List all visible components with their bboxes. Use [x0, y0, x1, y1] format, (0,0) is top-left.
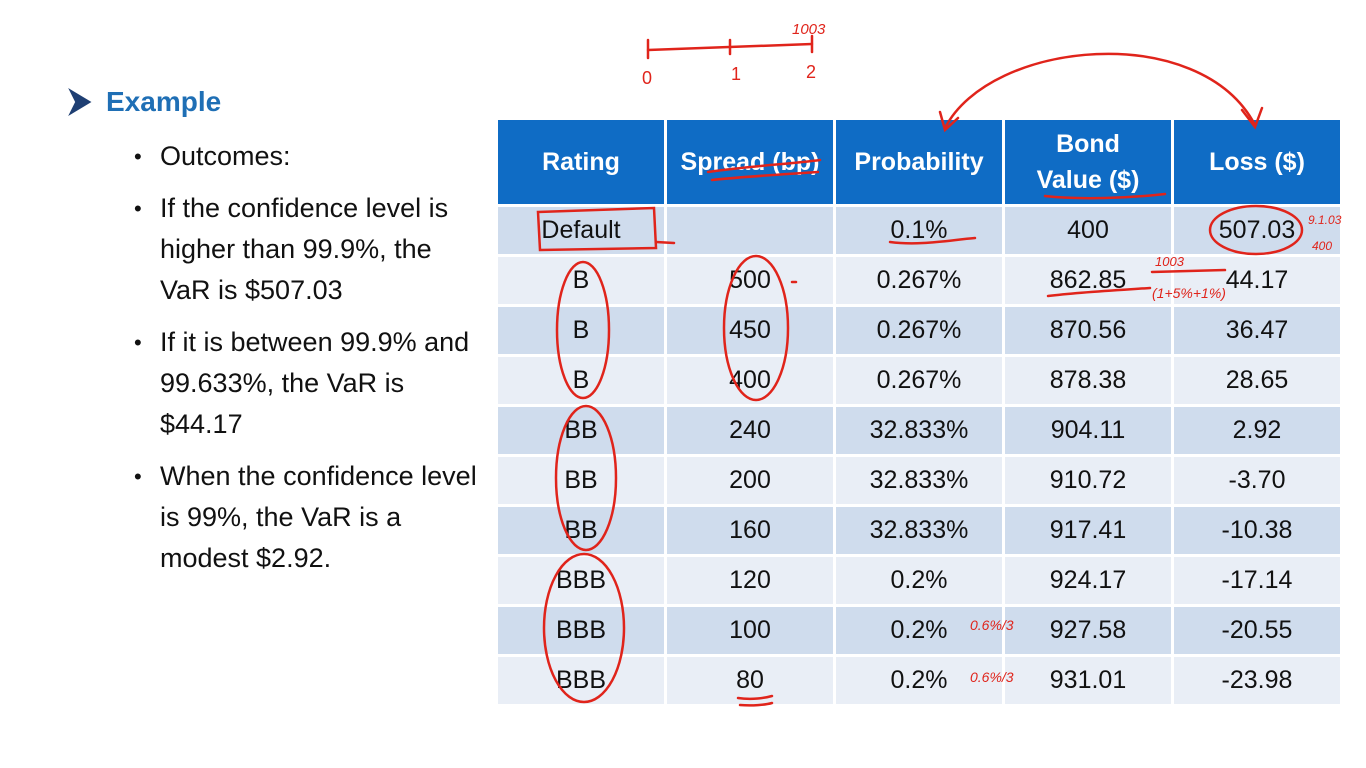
cell-spread: 240 [665, 404, 836, 456]
section-title: Example [106, 86, 222, 117]
cell-spread: 100 [665, 604, 836, 656]
bullet-list: Outcomes: If the confidence level is hig… [132, 136, 477, 590]
timeline-line [646, 42, 814, 52]
timeline-label: 0 [642, 68, 652, 88]
cell-probability: 0.2% [834, 554, 1005, 606]
cell-bond-value: 927.58 [1003, 604, 1174, 656]
cell-probability: 0.267% [834, 254, 1005, 306]
cell-spread: 400 [665, 354, 836, 406]
cell-rating: BBB [498, 604, 667, 656]
cell-bond-value: 917.41 [1003, 504, 1174, 556]
bullet-item: If the confidence level is higher than 9… [132, 188, 477, 311]
cell-loss: -3.70 [1172, 454, 1340, 506]
cell-spread: 500 [665, 254, 836, 306]
cell-loss: -20.55 [1172, 604, 1340, 656]
cell-probability: 0.2% [834, 654, 1005, 704]
connector-arc [943, 52, 1257, 130]
table-row: BBB 120 0.2% 924.17 -17.14 [498, 554, 1340, 606]
cell-rating: B [498, 304, 667, 356]
cell-rating: BB [498, 454, 667, 506]
cell-spread: 80 [665, 654, 836, 704]
cell-loss: 36.47 [1172, 304, 1340, 356]
table-row: BB 200 32.833% 910.72 -3.70 [498, 454, 1340, 506]
table-row: BB 240 32.833% 904.11 2.92 [498, 404, 1340, 456]
cell-loss: 507.03 [1172, 204, 1340, 256]
table-row: B 450 0.267% 870.56 36.47 [498, 304, 1340, 356]
cell-probability: 0.2% [834, 604, 1005, 656]
cell-loss: -17.14 [1172, 554, 1340, 606]
header-bond-value: Bond Value ($) [1003, 120, 1174, 206]
timeline-top-label: 1003 [792, 21, 826, 38]
cell-loss: -10.38 [1172, 504, 1340, 556]
cell-bond-value: 924.17 [1003, 554, 1174, 606]
table-header-row: Rating Spread (bp) Probability Bond Value… [498, 120, 1340, 206]
cell-rating: BBB [498, 554, 667, 606]
table-body: Default 0.1% 400 507.03 B 500 0.267% 862.85 44.1… [498, 204, 1340, 704]
cell-probability: 0.267% [834, 354, 1005, 406]
timeline-label: 2 [806, 62, 816, 82]
cell-rating: BB [498, 404, 667, 456]
arrow-bullet-icon [68, 88, 92, 116]
cell-spread: 160 [665, 504, 836, 556]
cell-spread: 120 [665, 554, 836, 606]
timeline-label: 1 [731, 64, 741, 84]
cell-bond-value: 870.56 [1003, 304, 1174, 356]
cell-rating: BB [498, 504, 667, 556]
header-spread: Spread (bp) [665, 120, 836, 206]
cell-probability: 0.267% [834, 304, 1005, 356]
cell-spread: 200 [665, 454, 836, 506]
bullet-item: When the confidence level is 99%, the Va… [132, 456, 477, 579]
cell-rating: Default [498, 204, 667, 256]
section-heading: Example [68, 86, 221, 118]
header-probability: Probability [834, 120, 1005, 206]
cell-loss: 28.65 [1172, 354, 1340, 406]
cell-probability: 32.833% [834, 454, 1005, 506]
cell-spread: 450 [665, 304, 836, 356]
cell-rating: B [498, 254, 667, 306]
cell-probability: 0.1% [834, 204, 1005, 256]
cell-bond-value: 904.11 [1003, 404, 1174, 456]
header-loss: Loss ($) [1172, 120, 1340, 206]
cell-probability: 32.833% [834, 504, 1005, 556]
cell-probability: 32.833% [834, 404, 1005, 456]
table-row: BBB 80 0.2% 931.01 -23.98 [498, 654, 1340, 704]
table-row: BBB 100 0.2% 927.58 -20.55 [498, 604, 1340, 656]
rating-table: Rating Spread (bp) Probability Bond Value… [498, 120, 1340, 704]
bullet-item: Outcomes: [132, 136, 477, 177]
table-row: B 500 0.267% 862.85 44.17 [498, 254, 1340, 306]
cell-rating: BBB [498, 654, 667, 704]
table-row: Default 0.1% 400 507.03 [498, 204, 1340, 256]
cell-rating: B [498, 354, 667, 406]
table-row: BB 160 32.833% 917.41 -10.38 [498, 504, 1340, 556]
header-rating: Rating [498, 120, 667, 206]
cell-bond-value: 862.85 [1003, 254, 1174, 306]
cell-bond-value: 878.38 [1003, 354, 1174, 406]
bullet-item: If it is between 99.9% and 99.633%, the … [132, 322, 477, 445]
cell-loss: 2.92 [1172, 404, 1340, 456]
cell-spread [665, 204, 836, 256]
cell-loss: -23.98 [1172, 654, 1340, 704]
cell-loss: 44.17 [1172, 254, 1340, 306]
cell-bond-value: 400 [1003, 204, 1174, 256]
cell-bond-value: 931.01 [1003, 654, 1174, 704]
table-row: B 400 0.267% 878.38 28.65 [498, 354, 1340, 406]
cell-bond-value: 910.72 [1003, 454, 1174, 506]
